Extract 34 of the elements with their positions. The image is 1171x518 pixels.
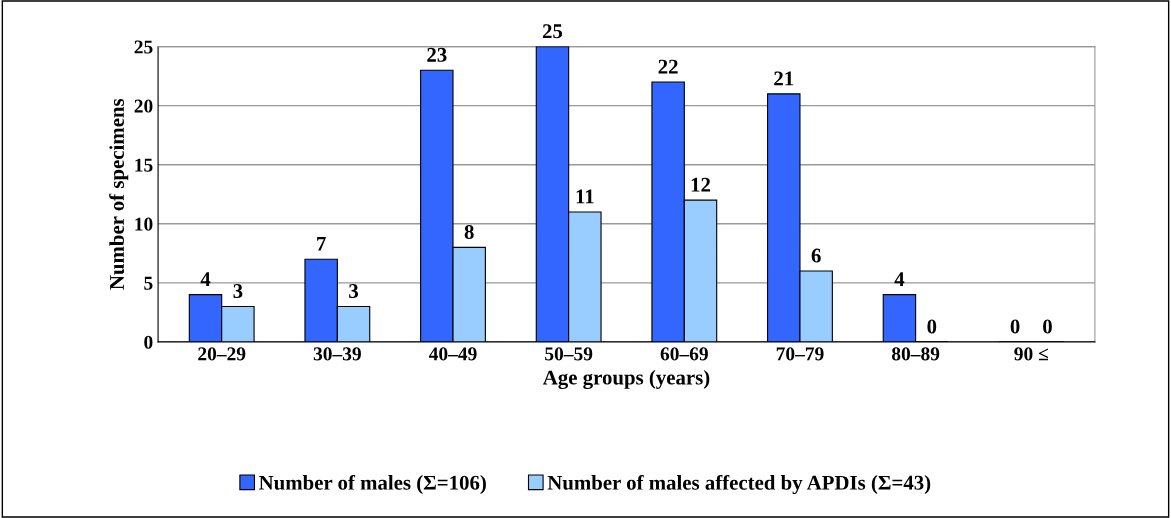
data-label: 22	[658, 59, 678, 74]
y-tick-label: 25	[134, 40, 153, 54]
data-label: 23	[427, 47, 447, 62]
y-tick-label: 20	[134, 99, 153, 113]
legend-label: Number of males (Σ=106)	[259, 474, 486, 495]
y-tick-label: 10	[135, 217, 153, 231]
x-tick-label: 40–49	[428, 347, 477, 361]
data-label: 0	[1043, 319, 1052, 334]
x-tick-label: 70–79	[776, 347, 824, 361]
x-tick-label: 50–59	[545, 347, 593, 361]
data-label: 12	[691, 177, 711, 192]
y-tick-label: 0	[144, 335, 153, 349]
x-tick-label: 30–39	[313, 347, 361, 361]
data-label: 3	[349, 284, 359, 299]
x-tick-label: 60–69	[660, 347, 708, 361]
y-axis-title: Number of specimens	[109, 98, 129, 290]
x-tick-label: 20–29	[198, 347, 246, 361]
data-label: 8	[464, 224, 474, 239]
data-label: 4	[200, 272, 211, 287]
y-tick-label: 15	[135, 158, 153, 172]
data-label: 11	[576, 189, 594, 204]
y-tick-label: 5	[144, 276, 153, 290]
x-tick-label: 90 ≤	[1014, 347, 1048, 361]
data-label: 6	[811, 248, 821, 263]
data-label: 4	[894, 272, 905, 287]
data-label: 7	[317, 236, 326, 251]
x-axis-title: Age groups (years)	[542, 369, 710, 389]
data-label: 25	[542, 24, 563, 39]
legend-label: Number of males affected by APDIs (Σ=43)	[547, 474, 931, 495]
data-label: 21	[774, 71, 794, 86]
x-tick-label: 80–89	[891, 347, 940, 361]
data-label: 0	[927, 319, 937, 334]
data-label: 3	[233, 284, 243, 299]
data-label: 0	[1010, 319, 1020, 334]
